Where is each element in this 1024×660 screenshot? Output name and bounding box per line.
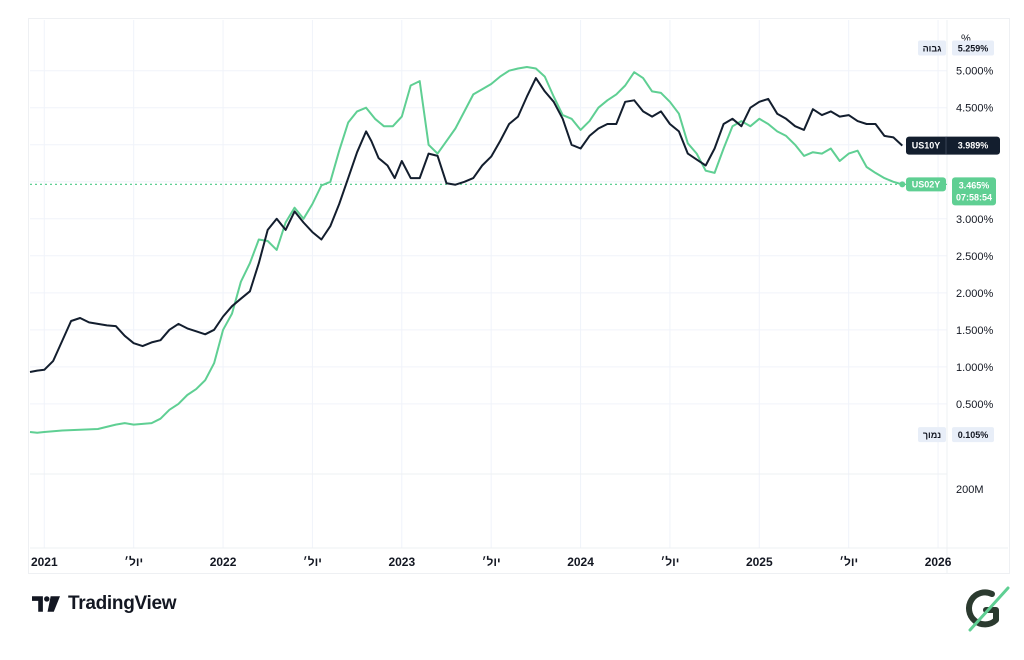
tradingview-logo[interactable]: TradingView: [32, 592, 177, 616]
us10y-tag-name: US10Y: [912, 141, 941, 151]
y-tick-label: 2.000%: [956, 288, 994, 300]
x-tick-label: יול׳: [839, 555, 858, 569]
y-tick-label: 1.500%: [956, 325, 994, 337]
y-tick-label: 4.500%: [956, 103, 994, 115]
x-tick-label: יול׳: [482, 555, 501, 569]
x-tick-label: יול׳: [124, 555, 143, 569]
y-tick-label: 2.500%: [956, 251, 994, 263]
x-tick-label: 2024: [567, 555, 594, 569]
y-tick-label: 5.000%: [956, 66, 994, 78]
g-brand-icon: [966, 586, 1010, 632]
x-tick-label: 2021: [31, 555, 58, 569]
volume-tick-label: 200M: [956, 484, 984, 496]
series-line-us02y: [29, 66, 903, 434]
low-label: נמוך: [923, 430, 941, 440]
high-label: גבוה: [923, 44, 943, 54]
low-label-box: [918, 427, 946, 443]
us02y-tag-name: US02Y: [912, 179, 941, 189]
high-value-box: [952, 40, 994, 56]
us02y-tag-countdown: 07:58:54: [956, 192, 992, 202]
us10y-tag-box: [906, 136, 1000, 155]
line-chart[interactable]: %0.500%1.000%1.500%2.000%2.500%3.000%3.5…: [0, 0, 1024, 580]
low-value-box: [952, 427, 994, 443]
us02y-tag-value: 3.465%: [959, 180, 990, 190]
y-tick-label: 1.000%: [956, 362, 994, 374]
tradingview-logo-text: TradingView: [68, 593, 177, 614]
y-tick-label: 3.000%: [956, 214, 994, 226]
chart-frame: [28, 18, 1010, 574]
x-tick-label: 2025: [746, 555, 773, 569]
high-label-box: [918, 40, 946, 56]
x-tick-label: יול׳: [660, 555, 679, 569]
x-tick-label: 2022: [210, 555, 237, 569]
tradingview-logo-icon: [32, 596, 60, 612]
us02y-last-point: [899, 181, 906, 188]
low-value: 0.105%: [958, 430, 989, 440]
unit-label: %: [961, 33, 971, 45]
y-tick-label: 0.500%: [956, 399, 994, 411]
series-line-us10y: [29, 77, 903, 373]
us10y-tag-value: 3.989%: [958, 141, 989, 151]
x-tick-label: יול׳: [303, 555, 322, 569]
us02y-tag-value-box: [952, 177, 996, 206]
high-value: 5.259%: [958, 44, 989, 54]
x-tick-label: 2026: [925, 555, 952, 569]
us02y-tag-name-box: [906, 177, 946, 192]
x-tick-label: 2023: [388, 555, 415, 569]
